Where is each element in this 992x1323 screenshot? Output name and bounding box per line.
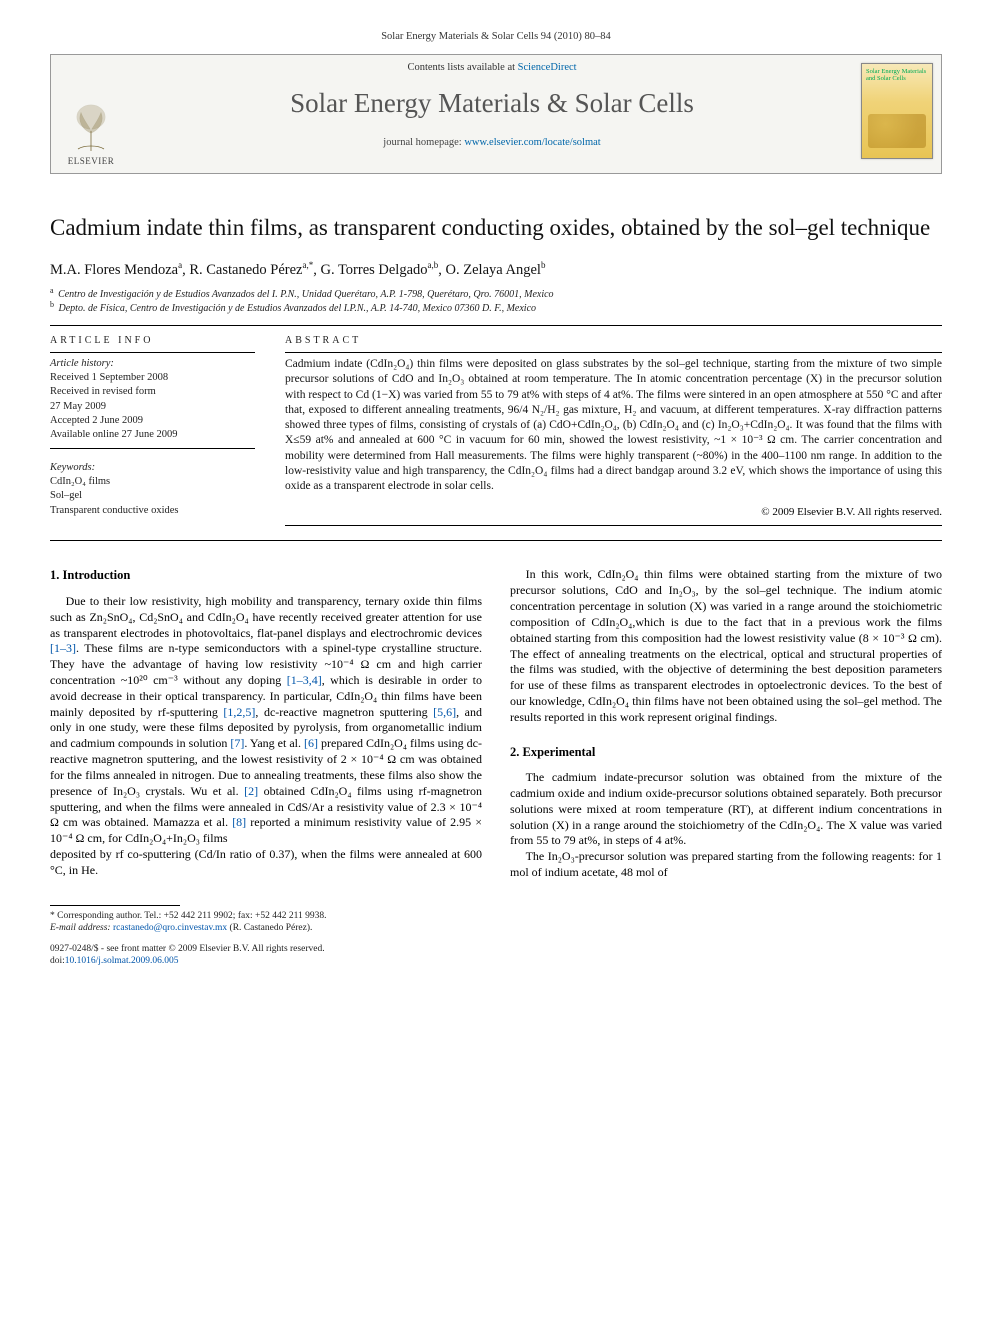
email-label: E-mail address: — [50, 923, 111, 933]
divider — [50, 540, 942, 541]
author-list: M.A. Flores Mendozaa, R. Castanedo Pérez… — [50, 261, 942, 281]
history-line: 27 May 2009 — [50, 400, 255, 414]
front-matter-line: 0927-0248/$ - see front matter © 2009 El… — [50, 943, 942, 955]
journal-homepage-line: journal homepage: www.elsevier.com/locat… — [131, 136, 853, 150]
section-heading-experimental: 2. Experimental — [510, 744, 942, 761]
abstract-heading: ABSTRACT — [285, 326, 942, 352]
publisher-block: ELSEVIER — [51, 55, 131, 173]
history-label: Article history: — [50, 357, 255, 371]
journal-title: Solar Energy Materials & Solar Cells — [131, 85, 853, 121]
keywords-label: Keywords: — [50, 461, 255, 475]
homepage-link[interactable]: www.elsevier.com/locate/solmat — [464, 137, 600, 148]
doi-link[interactable]: 10.1016/j.solmat.2009.06.005 — [65, 956, 179, 966]
article-footer: * Corresponding author. Tel.: +52 442 21… — [50, 905, 942, 967]
corresponding-email-link[interactable]: rcastanedo@qro.cinvestav.mx — [113, 923, 227, 933]
keyword: Transparent conductive oxides — [50, 504, 255, 518]
history-line: Available online 27 June 2009 — [50, 428, 255, 442]
history-line: Accepted 2 June 2009 — [50, 414, 255, 428]
body-paragraph: The In₂O₃-precursor solution was prepare… — [510, 849, 942, 881]
article-info-heading: ARTICLE INFO — [50, 326, 255, 352]
article-info-column: ARTICLE INFO Article history: Received 1… — [50, 326, 255, 526]
keywords-block: Keywords: CdIn₂O₄ filmsSol–gelTransparen… — [50, 461, 255, 518]
body-paragraph: The cadmium indate-precursor solution wa… — [510, 770, 942, 849]
history-line: Received in revised form — [50, 385, 255, 399]
cover-title: Solar Energy Materials and Solar Cells — [866, 68, 928, 82]
keyword: CdIn₂O₄ films — [50, 475, 255, 489]
journal-banner: ELSEVIER Contents lists available at Sci… — [50, 54, 942, 174]
homepage-prefix: journal homepage: — [383, 137, 464, 148]
article-title: Cadmium indate thin films, as transparen… — [50, 214, 942, 243]
body-paragraph: In this work, CdIn₂O₄ thin films were ob… — [510, 567, 942, 725]
body-paragraph: deposited by rf co-sputtering (Cd/In rat… — [50, 847, 482, 879]
publisher-label: ELSEVIER — [68, 155, 115, 167]
running-head: Solar Energy Materials & Solar Cells 94 … — [50, 30, 942, 44]
email-attribution: (R. Castanedo Pérez). — [230, 923, 313, 933]
abstract-copyright: © 2009 Elsevier B.V. All rights reserved… — [285, 505, 942, 520]
keyword: Sol–gel — [50, 489, 255, 503]
corresponding-author: * Corresponding author. Tel.: +52 442 21… — [50, 910, 942, 922]
abstract-column: ABSTRACT Cadmium indate (CdIn₂O₄) thin f… — [285, 326, 942, 526]
article-history: Article history: Received 1 September 20… — [50, 357, 255, 442]
history-line: Received 1 September 2008 — [50, 371, 255, 385]
contents-prefix: Contents lists available at — [407, 62, 517, 73]
section-heading-intro: 1. Introduction — [50, 567, 482, 584]
doi-label: doi: — [50, 956, 65, 966]
sciencedirect-link[interactable]: ScienceDirect — [518, 62, 577, 73]
affiliations: a Centro de Investigación y de Estudios … — [50, 288, 942, 315]
abstract-text: Cadmium indate (CdIn₂O₄) thin films were… — [285, 357, 942, 495]
contents-available-line: Contents lists available at ScienceDirec… — [131, 61, 853, 75]
body-paragraph: Due to their low resistivity, high mobil… — [50, 594, 482, 847]
article-body: 1. Introduction Due to their low resisti… — [50, 567, 942, 881]
elsevier-tree-icon — [68, 101, 114, 153]
journal-cover-thumbnail: Solar Energy Materials and Solar Cells — [861, 63, 933, 159]
